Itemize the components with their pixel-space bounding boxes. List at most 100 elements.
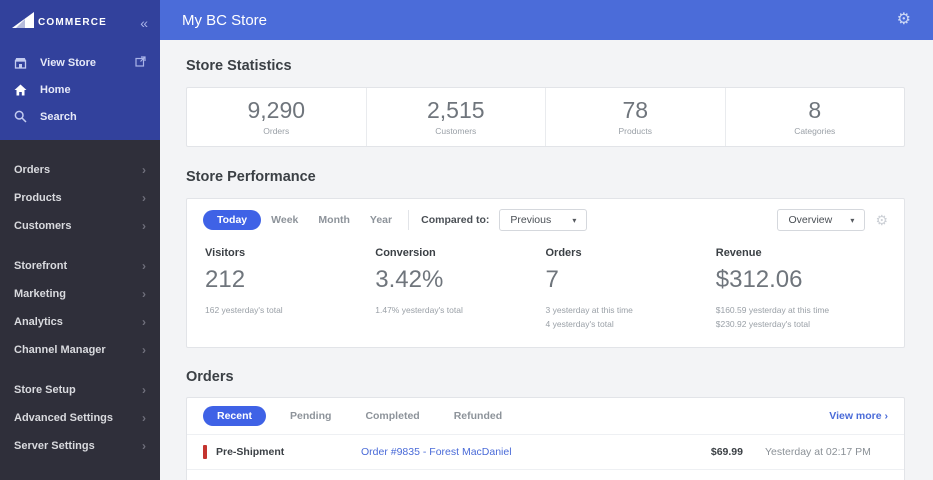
stat-label: Products [618, 126, 653, 136]
sidebar-item-label: Products [14, 191, 62, 204]
compared-to-label: Compared to: [421, 214, 490, 226]
sidebar-item-products[interactable]: Products › [0, 184, 160, 212]
metric-label: Visitors [205, 247, 246, 259]
sidebar: COMMERCE « View Store Home Search [0, 0, 160, 480]
sidebar-item-view-store[interactable]: View Store [0, 49, 160, 77]
metric-value: 212 [205, 266, 246, 293]
bigcommerce-logo-icon [12, 12, 34, 33]
sidebar-item-label: Analytics [14, 315, 63, 328]
stat-value: 2,515 [426, 97, 485, 123]
metric-revenue: Revenue $312.06 $160.59 yesterday at thi… [716, 247, 886, 331]
order-status: Pre-Shipment [216, 446, 285, 459]
stat-value: 78 [622, 97, 649, 123]
caret-down-icon: ▾ [850, 215, 855, 225]
external-link-icon [135, 56, 146, 70]
store-title: My BC Store [182, 11, 268, 29]
stat-customers[interactable]: 2,515 Customers [367, 88, 546, 146]
sidebar-item-label: Storefront [14, 259, 68, 272]
chevron-right-icon: › [142, 163, 146, 177]
order-link[interactable]: Order #9835 - Forest MacDaniel [361, 446, 512, 459]
metric-orders: Orders 7 3 yesterday at this time 4 yest… [546, 247, 716, 331]
tab-completed[interactable]: Completed [365, 410, 420, 423]
compared-to-select[interactable]: Previous ▾ [499, 209, 588, 231]
store-statistics-card: 9,290 Orders 2,515 Customers 78 Products… [186, 87, 905, 147]
sidebar-nav: Orders › Products › Customers › Storefront ›… [0, 140, 160, 480]
stat-value: 8 [808, 97, 822, 123]
metric-subtext: $230.92 yesterday's total [715, 318, 810, 329]
sidebar-item-account-settings[interactable]: Account Settings› [0, 472, 160, 480]
performance-metrics: Visitors 212 162 yesterday's total Conve… [187, 239, 904, 347]
sidebar-item-home[interactable]: Home [0, 77, 160, 103]
chevron-right-icon: › [142, 343, 146, 357]
metric-label: Conversion [375, 247, 436, 259]
metric-value: 3.42% [375, 266, 444, 293]
tab-today[interactable]: Today [203, 210, 262, 230]
sidebar-item-label: Advanced Settings [14, 411, 114, 424]
tab-week[interactable]: Week [271, 214, 299, 226]
sidebar-item-search[interactable]: Search [0, 103, 160, 130]
sidebar-item-analytics[interactable]: Analytics › [0, 308, 160, 336]
metric-subtext: 162 yesterday's total [205, 305, 283, 315]
overview-value: Overview [788, 214, 833, 226]
chevron-right-icon: › [142, 411, 146, 425]
overview-select[interactable]: Overview ▾ [777, 209, 866, 231]
metric-label: Revenue [715, 247, 762, 259]
toolbar-divider [408, 210, 410, 230]
stat-products[interactable]: 78 Products [546, 88, 726, 146]
settings-gear-icon[interactable]: ⚙ [896, 11, 911, 28]
tab-refunded[interactable]: Refunded [453, 410, 503, 423]
metric-conversion: Conversion 3.42% 1.47% yesterday's total [375, 247, 545, 331]
chevron-right-icon: › [142, 191, 146, 205]
sidebar-item-orders[interactable]: Orders › [0, 156, 160, 184]
storefront-icon [14, 57, 32, 69]
sidebar-item-advanced-settings[interactable]: Advanced Settings › [0, 404, 160, 432]
home-icon [14, 84, 32, 96]
tab-recent[interactable]: Recent [203, 406, 267, 427]
sidebar-item-label: Search [40, 110, 77, 123]
order-row[interactable]: Pre-Shipment Order #9835 - Forest MacDan… [187, 434, 904, 469]
caret-down-icon: ▾ [572, 215, 577, 225]
metric-label: Orders [545, 247, 582, 259]
tab-month[interactable]: Month [318, 214, 350, 226]
chevron-right-icon: › [142, 383, 146, 397]
order-row[interactable]: Pre-Shipment Order #9834 - Tacitus Cornb… [187, 469, 904, 480]
metric-subtext: 1.47% yesterday's total [375, 305, 463, 315]
stat-categories[interactable]: 8 Categories [726, 88, 905, 146]
orders-card: Recent Pending Completed Refunded View m… [186, 397, 905, 480]
sidebar-item-label: Home [40, 84, 71, 96]
tab-year[interactable]: Year [369, 214, 393, 226]
chevron-right-icon: › [142, 287, 146, 301]
chevron-right-icon: › [142, 439, 146, 453]
sidebar-item-label: Channel Manager [14, 343, 106, 356]
sidebar-item-store-setup[interactable]: Store Setup › [0, 376, 160, 404]
logo-row: COMMERCE « [0, 0, 160, 49]
metric-subtext: $160.59 yesterday at this time [715, 305, 830, 315]
stat-label: Customers [435, 126, 477, 136]
sidebar-item-label: Marketing [14, 287, 66, 300]
orders-title: Orders [186, 369, 234, 386]
stat-orders[interactable]: 9,290 Orders [187, 88, 367, 146]
performance-gear-icon[interactable]: ⚙ [875, 211, 888, 228]
metric-subtext: 3 yesterday at this time [545, 305, 633, 315]
status-color-bar [203, 445, 207, 460]
sidebar-item-marketing[interactable]: Marketing › [0, 280, 160, 308]
chevron-right-icon: › [142, 259, 146, 273]
sidebar-item-customers[interactable]: Customers › [0, 212, 160, 240]
view-more-link[interactable]: View more › [829, 410, 888, 423]
sidebar-item-storefront[interactable]: Storefront › [0, 252, 160, 280]
logo-wordmark: COMMERCE [38, 17, 108, 28]
sidebar-item-server-settings[interactable]: Server Settings › [0, 432, 160, 460]
compared-to-value: Previous [510, 214, 552, 226]
collapse-sidebar-icon[interactable]: « [140, 14, 148, 31]
store-performance-title: Store Performance [186, 169, 316, 185]
metric-subtext: 4 yesterday's total [545, 318, 614, 329]
sidebar-item-channel-manager[interactable]: Channel Manager › [0, 336, 160, 364]
stat-value: 9,290 [247, 97, 306, 123]
metric-value: $312.06 [715, 266, 803, 293]
tab-pending[interactable]: Pending [290, 410, 332, 423]
performance-toolbar: Today Week Month Year Compared to: Previ… [187, 199, 904, 239]
metric-visitors: Visitors 212 162 yesterday's total [205, 247, 375, 331]
sidebar-item-label: Customers [14, 219, 72, 232]
orders-toolbar: Recent Pending Completed Refunded View m… [187, 398, 904, 434]
sidebar-item-label: Server Settings [14, 439, 95, 452]
